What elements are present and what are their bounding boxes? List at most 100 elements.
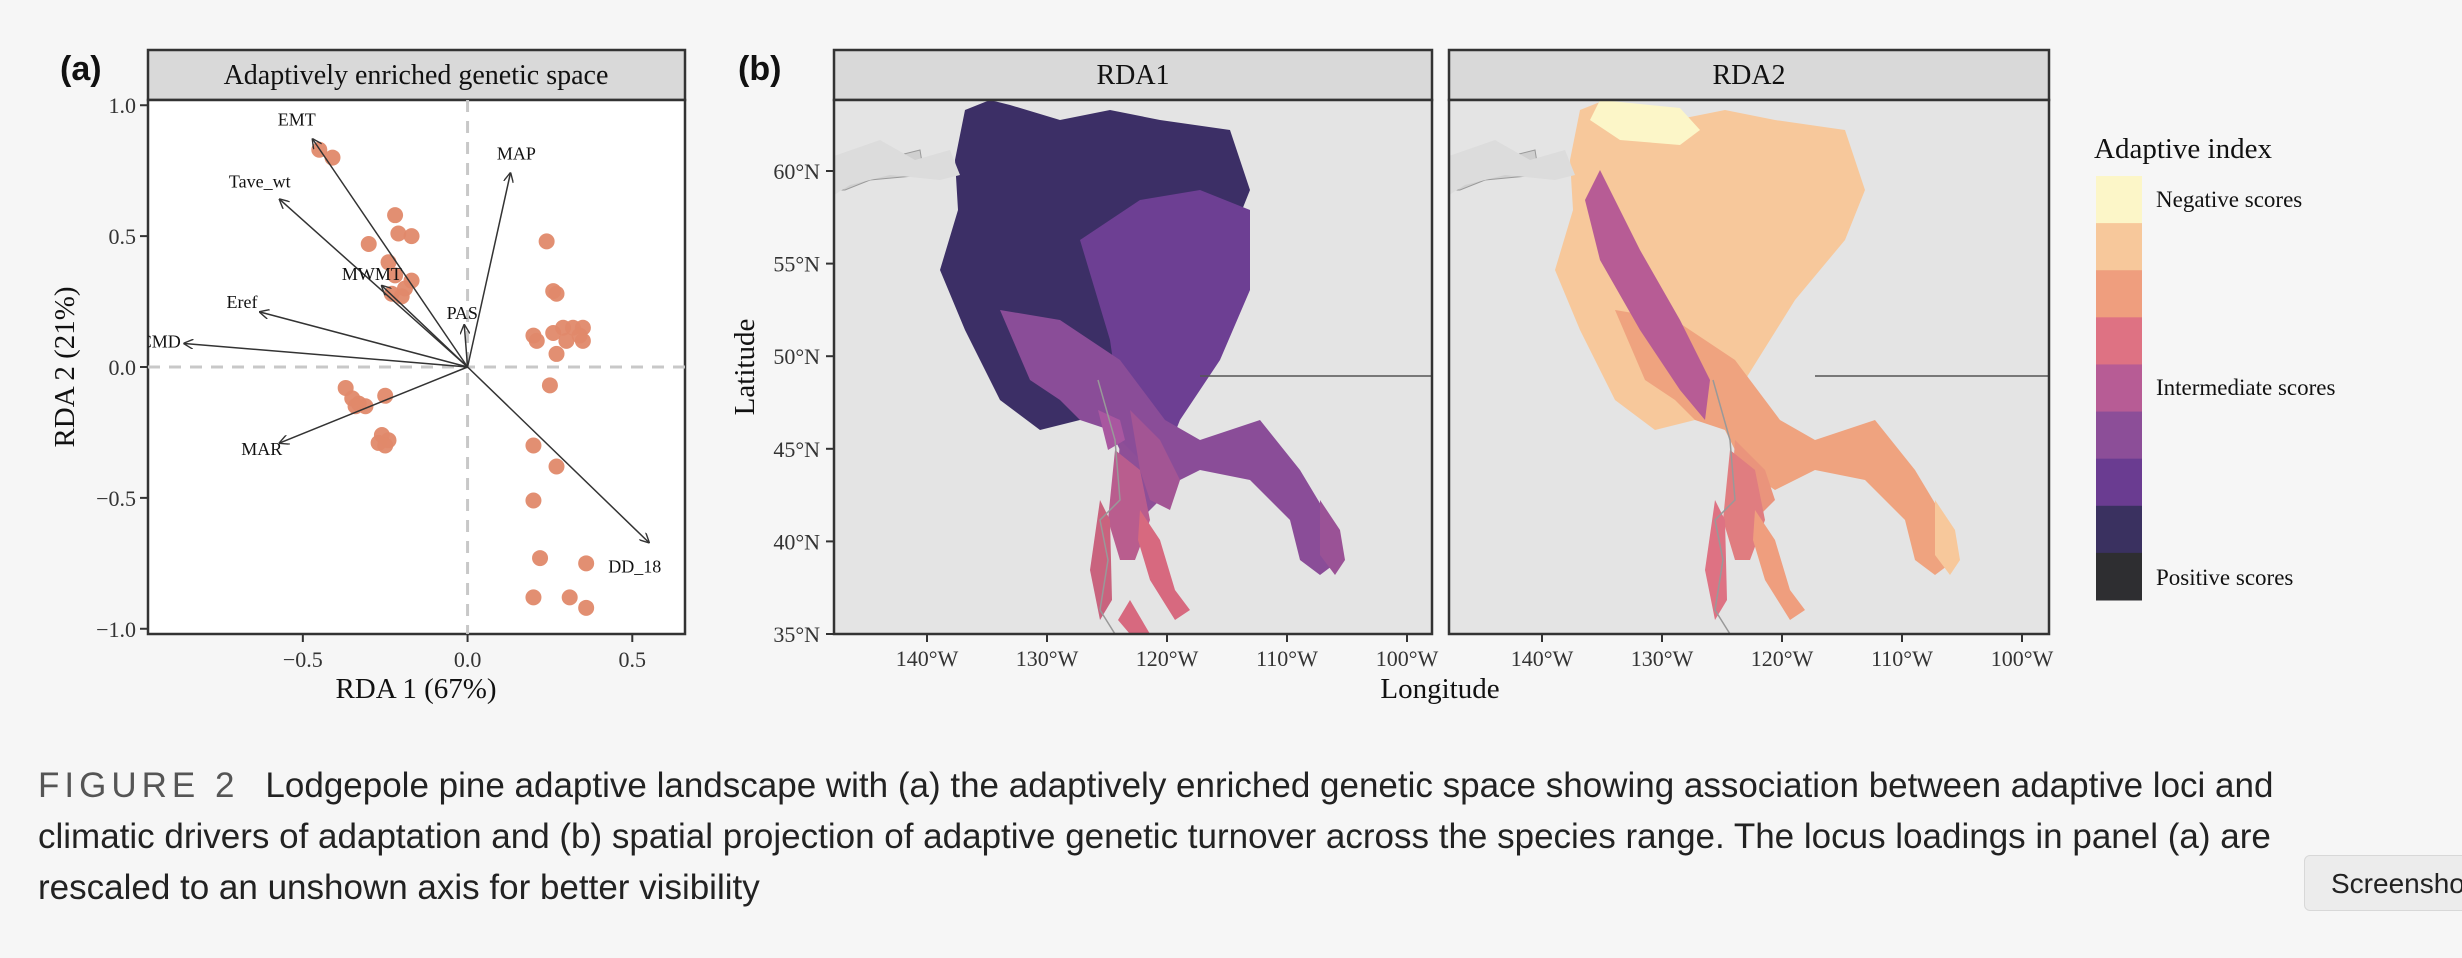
- loading-label-pas: PAS: [447, 303, 478, 323]
- map-axis-ticks: 140°W 140°W 130°W 130°W 120°W 120°W 110°W 110°W…: [773, 159, 2053, 671]
- lat-tick-label: 55°N: [773, 252, 820, 277]
- facet-rda2-frame: [1447, 98, 2051, 636]
- loading-arrow-pas: [464, 325, 467, 368]
- panel-a-strip: [146, 48, 687, 102]
- lat-tick-label: 50°N: [773, 344, 820, 369]
- scatter-point: [578, 555, 595, 572]
- facet-rda1-title: RDA1: [1096, 60, 1169, 91]
- scatter-point: [578, 599, 595, 616]
- loading-label-cmd: CMD: [140, 331, 181, 351]
- legend-swatch: [2096, 505, 2142, 554]
- legend-swatch: [2096, 458, 2142, 507]
- scatter-point: [541, 377, 558, 394]
- map-ylabel: Latitude: [729, 319, 761, 416]
- legend-swatch: [2096, 223, 2142, 271]
- loading-arrow-tave_wt: [280, 199, 469, 368]
- scatter-point: [324, 149, 341, 166]
- loading-label-mwmt: MWMT: [342, 264, 402, 284]
- loading-label-mar: MAR: [241, 439, 282, 459]
- scatter-point: [548, 458, 565, 475]
- lon-tick-label: 100°W: [1991, 646, 2054, 671]
- scatter-point: [390, 225, 407, 242]
- loading-label-emt: EMT: [278, 109, 316, 129]
- scatter-point: [548, 345, 565, 362]
- x-tick-label: −0.5: [283, 647, 323, 672]
- facet-rda2-title: RDA2: [1712, 60, 1785, 91]
- legend-swatch: [2096, 411, 2142, 460]
- scatter-point: [558, 332, 575, 349]
- lon-tick-label: 110°W: [1871, 646, 1933, 671]
- lon-tick-label: 140°W: [1511, 646, 1574, 671]
- x-tick-label: 0.5: [619, 647, 647, 672]
- lon-tick-label: 100°W: [1376, 646, 1439, 671]
- y-tick-label: 1.0: [109, 93, 137, 118]
- legend-swatch: [2096, 270, 2142, 318]
- loading-arrow-map: [466, 173, 511, 368]
- loading-arrow-mwmt: [382, 286, 469, 368]
- scatter-point: [528, 332, 545, 349]
- legend-colorbar: [2096, 176, 2142, 601]
- scatter-point: [377, 437, 394, 454]
- scatter-point: [525, 492, 542, 509]
- lon-tick-label: 140°W: [896, 646, 959, 671]
- screenshot-button[interactable]: Screenshot: [2304, 855, 2462, 911]
- scatter-point: [561, 589, 578, 606]
- legend-title: Adaptive index: [2094, 133, 2272, 165]
- loading-label-map: MAP: [497, 143, 536, 163]
- facet-rda2-map: [1449, 100, 2049, 634]
- figure-canvas: (a) Adaptively enriched genetic space EM…: [49, 48, 2335, 705]
- loading-arrow-cmd: [184, 343, 468, 368]
- legend-swatch: [2096, 176, 2142, 224]
- loading-arrow-dd_18: [467, 366, 649, 542]
- panel-a-xlabel: RDA 1 (67%): [335, 673, 496, 705]
- lon-tick-label: 120°W: [1136, 646, 1199, 671]
- panel-a-title: Adaptively enriched genetic space: [224, 60, 609, 91]
- scatter-point: [525, 589, 542, 606]
- scatter-point: [387, 267, 404, 284]
- scatter-ticks: −0.5 0.0 0.5 −1.0 −0.5 0.0 0.5 1.0: [96, 93, 646, 672]
- legend-swatch: [2096, 552, 2142, 601]
- panel-a-label: (a): [60, 50, 102, 88]
- panel-a-ylabel: RDA 2 (21%): [49, 286, 81, 447]
- lon-tick-label: 130°W: [1016, 646, 1079, 671]
- loading-arrow-emt: [313, 139, 469, 368]
- legend-swatch: [2096, 317, 2142, 365]
- legend-label-negative: Negative scores: [2156, 187, 2302, 212]
- y-tick-label: 0.0: [109, 355, 137, 380]
- scatter-point: [377, 387, 394, 404]
- y-tick-label: −1.0: [96, 617, 136, 642]
- facet-rda2-strip: [1447, 48, 2051, 102]
- scatter-point: [403, 228, 420, 245]
- legend-swatch: [2096, 364, 2142, 413]
- panel-b-label: (b): [738, 50, 781, 88]
- lat-tick-label: 60°N: [773, 159, 820, 184]
- legend-label-intermediate: Intermediate scores: [2156, 375, 2335, 400]
- y-tick-label: 0.5: [109, 224, 137, 249]
- lat-tick-label: 40°N: [773, 529, 820, 554]
- scatter-point: [548, 285, 565, 302]
- loading-label-dd_18: DD_18: [608, 556, 661, 576]
- scatter-layer: EMT Tave_wt MWMT Eref CMD MAR MAP PAS DD_18: [140, 100, 685, 634]
- loading-arrow-eref: [260, 312, 468, 368]
- scatter-point: [387, 207, 404, 224]
- scatter-point: [525, 437, 542, 454]
- caption-text: Lodgepole pine adaptive landscape with (…: [38, 766, 2274, 907]
- scatter-point: [574, 332, 591, 349]
- lat-tick-label: 35°N: [773, 622, 820, 647]
- figure-label: FIGURE 2: [38, 766, 240, 805]
- x-tick-label: 0.0: [454, 647, 482, 672]
- lat-tick-label: 45°N: [773, 437, 820, 462]
- scatter-point: [538, 233, 555, 250]
- figure-caption: FIGURE 2 Lodgepole pine adaptive landscap…: [38, 760, 2378, 913]
- y-tick-label: −0.5: [96, 486, 136, 511]
- loading-label-eref: Eref: [227, 292, 258, 312]
- scatter-point: [360, 235, 377, 252]
- facet-rda1-frame: [832, 98, 1434, 636]
- legend-label-positive: Positive scores: [2156, 565, 2293, 590]
- scatter-point: [532, 550, 549, 567]
- lon-tick-label: 130°W: [1631, 646, 1694, 671]
- loading-arrow-mar: [280, 366, 468, 443]
- lon-tick-label: 120°W: [1751, 646, 1814, 671]
- facet-rda1-map: [834, 100, 1432, 634]
- lon-tick-label: 110°W: [1256, 646, 1318, 671]
